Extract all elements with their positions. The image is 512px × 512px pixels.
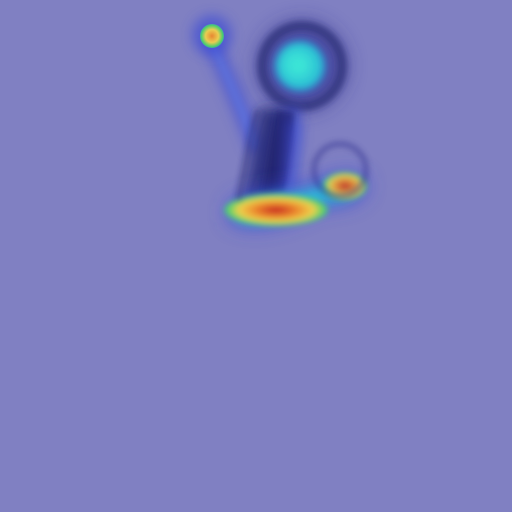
top-joint: [257, 21, 347, 111]
gripper-jaw: [224, 141, 369, 228]
rim-highlights: [235, 108, 302, 201]
